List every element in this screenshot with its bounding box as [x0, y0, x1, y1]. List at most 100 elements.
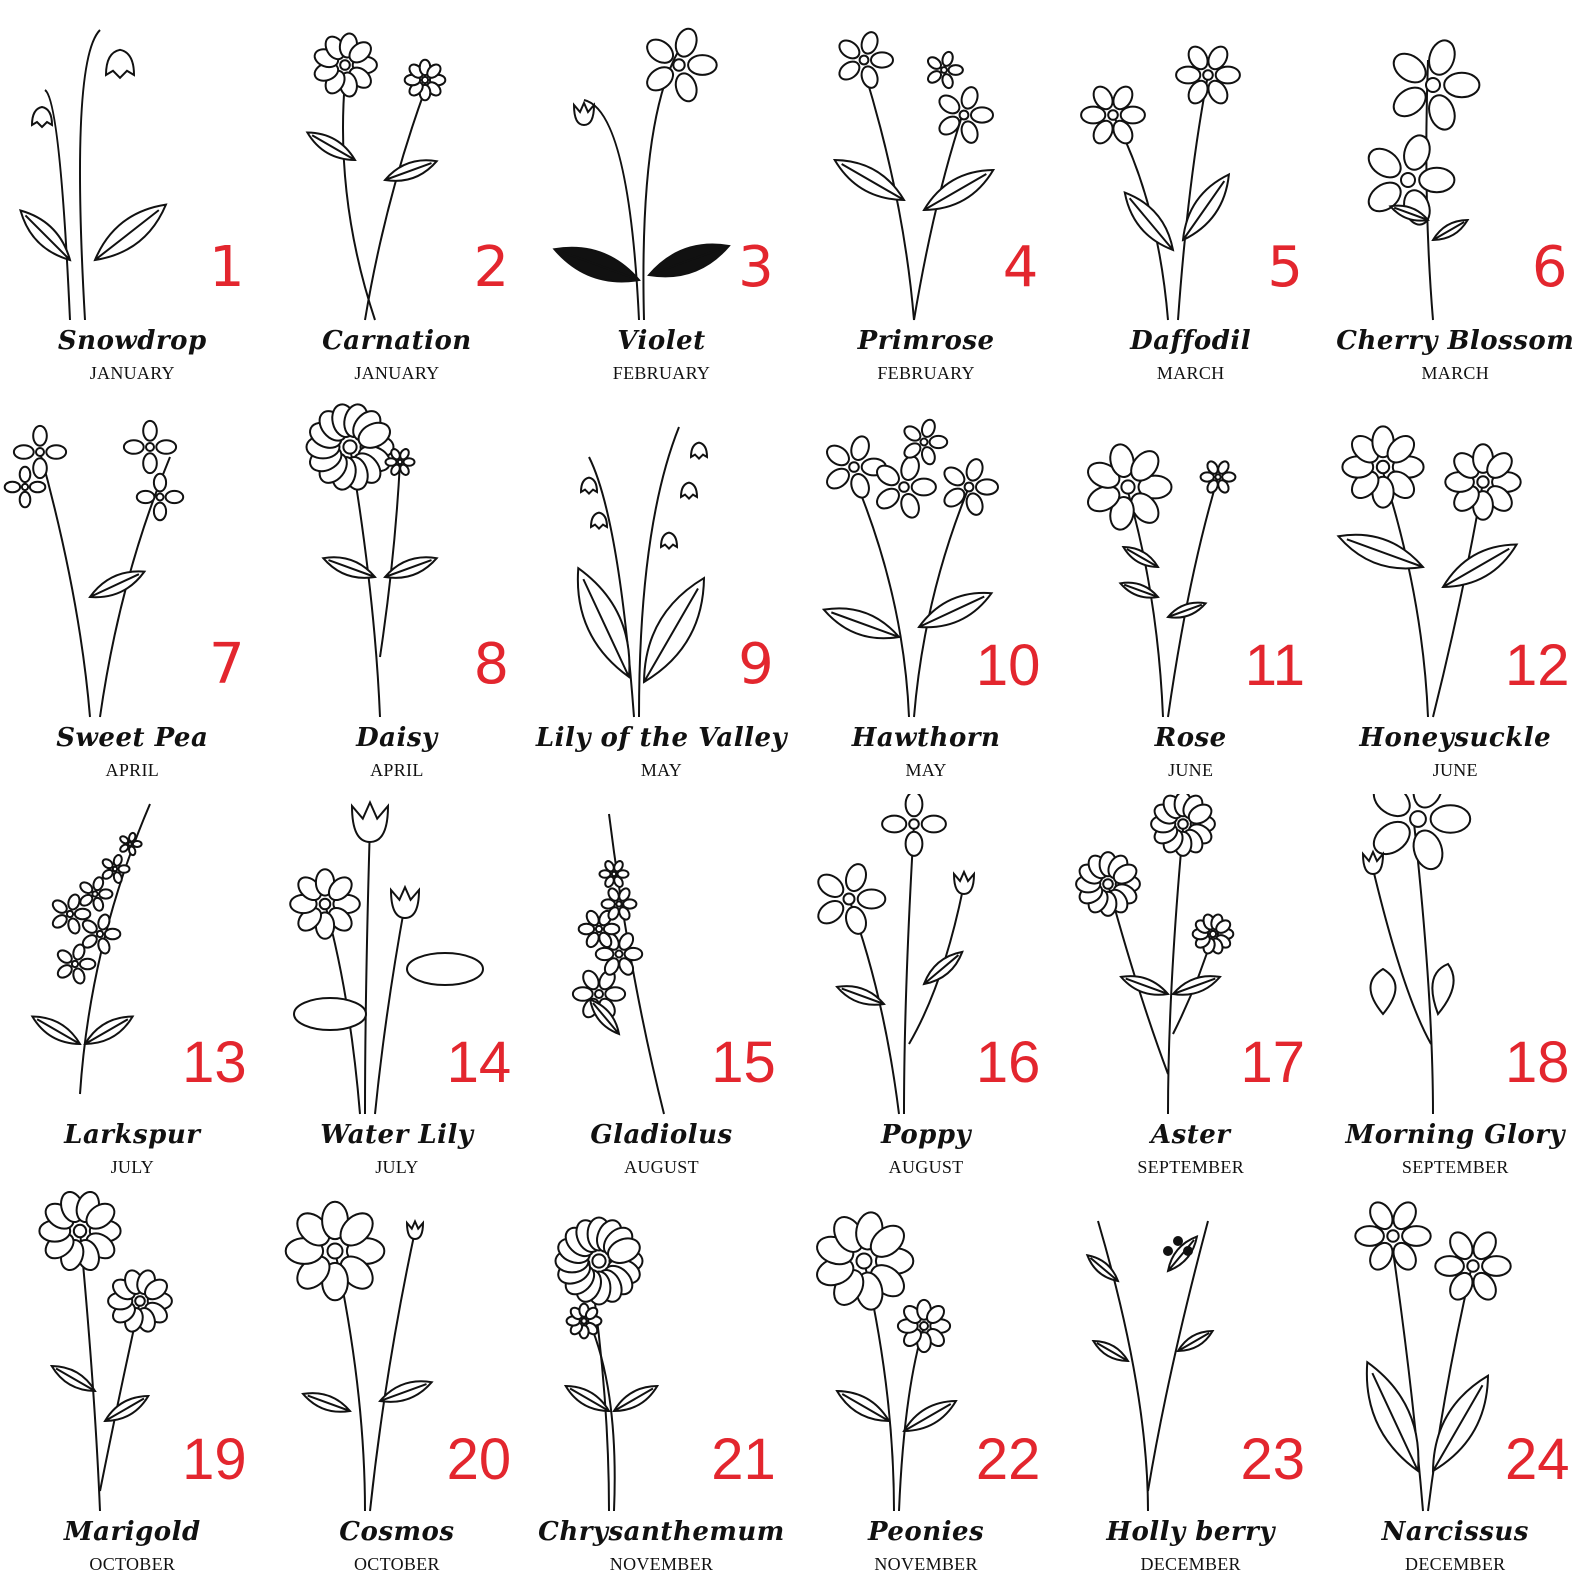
flower-name: Narcissus: [1381, 1517, 1529, 1547]
flower-name: Morning Glory: [1345, 1120, 1565, 1150]
flower-number: 24: [1505, 1427, 1570, 1492]
flower-number: 11: [1244, 633, 1305, 698]
cherry-blossom-icon: [1323, 0, 1588, 330]
flower-month: MAY: [905, 760, 947, 780]
flower-number: 10: [975, 633, 1041, 698]
daisy-icon: [265, 397, 530, 727]
violet-icon: [529, 0, 794, 330]
flower-card: 9 Lily of the Valley MAY: [529, 397, 794, 794]
flower-card: 17 Aster SEPTEMBER: [1058, 794, 1323, 1191]
flower-card: 18 Morning Glory SEPTEMBER: [1323, 794, 1588, 1191]
morning-glory-icon: [1323, 794, 1588, 1124]
flower-month: JULY: [110, 1157, 154, 1177]
flower-card: 2 Carnation JANUARY: [265, 0, 530, 397]
sweet-pea-icon: [0, 397, 265, 727]
flower-name: Holly berry: [1106, 1517, 1275, 1547]
flower-name: Poppy: [880, 1120, 972, 1150]
flower-number: 6: [1531, 235, 1570, 300]
carnation-icon: [265, 0, 530, 330]
flower-month: NOVEMBER: [609, 1554, 714, 1574]
flower-card: 3 Violet FEBRUARY: [529, 0, 794, 397]
flower-month: JANUARY: [354, 363, 440, 383]
flower-number: 19: [182, 1427, 247, 1492]
flower-name: Hawthorn: [851, 723, 1001, 753]
flower-number: 18: [1505, 1030, 1570, 1095]
water-lily-icon: [265, 794, 530, 1124]
flower-name: Lily of the Valley: [535, 723, 788, 753]
poppy-icon: [794, 794, 1059, 1124]
daffodil-icon: [1058, 0, 1323, 330]
flower-number: 15: [711, 1030, 776, 1095]
flower-month: OCTOBER: [354, 1554, 440, 1574]
flower-card: 15 Gladiolus AUGUST: [529, 794, 794, 1191]
flower-month: SEPTEMBER: [1137, 1157, 1245, 1177]
flower-card: 22 Peonies NOVEMBER: [794, 1191, 1059, 1588]
flower-name: Daffodil: [1130, 326, 1252, 356]
flower-name: Cherry Blossom: [1336, 326, 1575, 356]
aster-icon: [1058, 794, 1323, 1124]
flower-card: 4 Primrose FEBRUARY: [794, 0, 1059, 397]
flower-name: Aster: [1150, 1120, 1231, 1150]
rose-icon: [1058, 397, 1323, 727]
flower-month: MARCH: [1156, 363, 1225, 383]
flower-month: OCTOBER: [89, 1554, 176, 1574]
flower-name: Peonies: [867, 1517, 985, 1547]
flower-number: 22: [975, 1427, 1041, 1492]
flower-number: 1: [208, 235, 247, 300]
flower-number: 9: [738, 632, 776, 697]
flower-name: Gladiolus: [590, 1120, 733, 1150]
flower-number: 4: [1002, 235, 1041, 300]
hawthorn-icon: [794, 397, 1059, 727]
flower-month: FEBRUARY: [612, 363, 711, 383]
flower-number: 17: [1240, 1030, 1305, 1095]
flower-number: 21: [711, 1427, 776, 1492]
flower-month: AUGUST: [624, 1157, 699, 1177]
flower-month: MAY: [640, 760, 683, 780]
flower-month: NOVEMBER: [874, 1554, 978, 1574]
flower-number: 5: [1267, 235, 1305, 300]
flower-number: 12: [1505, 633, 1570, 698]
flower-month: JUNE: [1168, 760, 1214, 780]
flower-card: 7 Sweet Pea APRIL: [0, 397, 265, 794]
flower-month: AUGUST: [888, 1157, 964, 1177]
flower-card: 20 Cosmos OCTOBER: [265, 1191, 530, 1588]
flower-name: Marigold: [63, 1517, 201, 1547]
primrose-icon: [794, 0, 1059, 330]
flower-number: 7: [208, 632, 247, 697]
gladiolus-icon: [529, 794, 794, 1124]
flower-month: DECEMBER: [1405, 1554, 1506, 1574]
flower-name: Water Lily: [320, 1120, 474, 1150]
flower-card: 19 Marigold OCTOBER: [0, 1191, 265, 1588]
flower-name: Violet: [617, 326, 706, 356]
flower-name: Snowdrop: [57, 326, 207, 356]
flower-name: Cosmos: [339, 1517, 455, 1547]
flower-card: 21 Chrysanthemum NOVEMBER: [529, 1191, 794, 1588]
flower-card: 24 Narcissus DECEMBER: [1323, 1191, 1588, 1588]
flower-name: Larkspur: [64, 1120, 201, 1150]
larkspur-icon: [0, 794, 265, 1124]
flower-name: Daisy: [356, 723, 438, 753]
flower-card: 14 Water Lily JULY: [265, 794, 530, 1191]
flower-number: 3: [738, 235, 776, 300]
peonies-icon: [794, 1191, 1059, 1521]
flower-name: Chrysanthemum: [538, 1517, 785, 1547]
flower-month: MARCH: [1421, 363, 1490, 383]
flower-number: 2: [473, 235, 512, 300]
flower-month: APRIL: [105, 760, 160, 780]
lily-of-the-valley-icon: [529, 397, 794, 727]
flower-number: 13: [182, 1030, 247, 1095]
flower-month: JANUARY: [89, 363, 175, 383]
honeysuckle-icon: [1323, 397, 1588, 727]
narcissus-icon: [1323, 1191, 1588, 1521]
flower-card: 13 Larkspur JULY: [0, 794, 265, 1191]
snowdrop-icon: [0, 0, 265, 330]
flower-card: 1 Snowdrop JANUARY: [0, 0, 265, 397]
flower-card: 11 Rose JUNE: [1058, 397, 1323, 794]
flower-month: DECEMBER: [1140, 1554, 1241, 1574]
holly-berry-icon: [1058, 1191, 1323, 1521]
cosmos-icon: [265, 1191, 530, 1521]
flower-card: 5 Daffodil MARCH: [1058, 0, 1323, 397]
flower-card: 6 Cherry Blossom MARCH: [1323, 0, 1588, 397]
flower-card: 23 Holly berry DECEMBER: [1058, 1191, 1323, 1588]
flower-name: Sweet Pea: [56, 723, 209, 753]
